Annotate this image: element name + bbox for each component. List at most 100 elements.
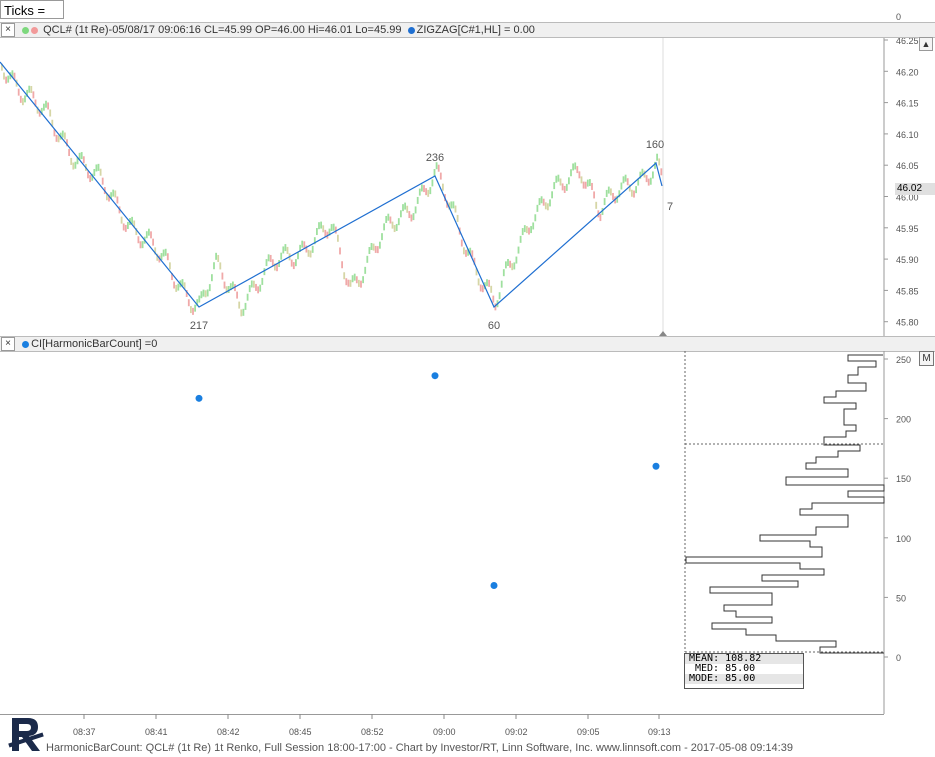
renko-bar xyxy=(603,198,606,206)
indicator-tick-label: 150 xyxy=(896,474,911,484)
price-tick-label: 46.00 xyxy=(896,193,919,203)
renko-bar xyxy=(494,303,497,311)
renko-bar xyxy=(13,72,16,80)
renko-bar xyxy=(334,226,337,234)
renko-bar xyxy=(418,188,421,196)
renko-bar xyxy=(87,171,89,179)
renko-bar xyxy=(162,249,165,257)
renko-bar xyxy=(225,286,228,294)
renko-bar xyxy=(49,109,52,117)
renko-bar xyxy=(475,268,478,276)
time-label: 09:05 xyxy=(577,727,600,737)
renko-bar xyxy=(486,279,488,287)
renko-bar xyxy=(612,192,614,200)
renko-bar xyxy=(393,225,396,233)
renko-bar xyxy=(269,254,272,262)
renko-bar xyxy=(633,190,635,198)
renko-bar xyxy=(28,85,31,93)
renko-bar xyxy=(547,203,549,211)
time-label: 08:45 xyxy=(289,727,312,737)
renko-bar xyxy=(227,286,230,294)
renko-bar xyxy=(246,293,249,301)
time-label: 09:13 xyxy=(648,727,671,737)
price-pane-title: QCL# (1t Re)-05/08/17 09:06:16 CL=45.99 … xyxy=(43,24,402,36)
renko-bar xyxy=(223,281,226,289)
renko-bar xyxy=(538,198,541,206)
indicator-pane-title: CI[HarmonicBarCount] =0 xyxy=(31,338,158,350)
indicator-points xyxy=(195,372,660,589)
close-price-pane-button[interactable]: × xyxy=(1,23,15,37)
renko-bar xyxy=(622,176,625,184)
renko-bar xyxy=(292,262,295,270)
renko-bar xyxy=(528,227,530,235)
renko-bar xyxy=(221,272,224,280)
renko-bar xyxy=(656,153,658,161)
renko-bar xyxy=(437,164,440,172)
renko-bar xyxy=(561,183,564,191)
indicator-point xyxy=(195,394,203,402)
renko-bar xyxy=(9,72,12,80)
close-indicator-pane-button[interactable]: × xyxy=(1,337,15,351)
renko-bar xyxy=(240,309,243,317)
renko-bars xyxy=(1,63,663,317)
renko-bar xyxy=(610,188,612,196)
renko-bar xyxy=(7,75,10,83)
m-button[interactable]: M xyxy=(919,351,934,366)
time-label: 08:42 xyxy=(217,727,240,737)
indicator-point xyxy=(652,462,660,470)
footer-caption: HarmonicBarCount: QCL# (1t Re) 1t Renko,… xyxy=(46,742,793,754)
renko-bar xyxy=(570,169,572,177)
renko-bar xyxy=(66,139,68,147)
renko-bar xyxy=(135,228,138,236)
renko-bar xyxy=(631,189,633,197)
renko-bar xyxy=(521,228,524,236)
renko-bar xyxy=(383,223,385,231)
renko-bar xyxy=(616,195,619,203)
renko-bar xyxy=(511,263,514,271)
renko-bar xyxy=(200,291,203,299)
renko-bar xyxy=(410,214,413,222)
renko-bar xyxy=(563,185,566,193)
renko-bar xyxy=(473,257,476,265)
renko-bar xyxy=(211,274,213,282)
price-pane-collapse-button[interactable]: ▲ xyxy=(919,37,933,51)
renko-bar xyxy=(175,284,178,292)
price-tick-label: 46.05 xyxy=(896,161,919,171)
renko-bar xyxy=(120,216,123,224)
renko-bar xyxy=(601,207,604,215)
renko-bar xyxy=(173,281,175,289)
renko-bar xyxy=(450,201,453,209)
renko-bar xyxy=(229,283,232,291)
renko-bar xyxy=(38,109,41,117)
renko-bar xyxy=(108,194,110,202)
renko-bar xyxy=(139,241,142,249)
zigzag-legend-icon xyxy=(407,26,415,34)
renko-bar xyxy=(137,236,140,244)
renko-bar xyxy=(526,226,528,234)
renko-bar xyxy=(568,177,570,185)
renko-bar xyxy=(391,221,394,229)
renko-bar xyxy=(232,281,234,289)
renko-bar xyxy=(465,249,467,257)
renko-bar xyxy=(423,185,425,193)
renko-bar xyxy=(19,95,22,103)
renko-bar xyxy=(183,282,186,290)
renko-bar xyxy=(219,262,222,270)
indicator-axis-ticks: 250 200 150 100 50 0 xyxy=(884,355,911,663)
renko-bar xyxy=(469,247,472,255)
renko-bar xyxy=(95,164,98,172)
renko-bar xyxy=(150,231,152,239)
zigzag-line xyxy=(0,61,663,308)
renko-bar xyxy=(274,263,276,271)
zigzag-label: 217 xyxy=(190,320,208,332)
renko-bar xyxy=(68,149,70,157)
stat-median: MED: 85.00 xyxy=(695,663,756,674)
renko-bar xyxy=(5,76,7,84)
price-tick-label: 46.10 xyxy=(896,130,919,140)
renko-bar xyxy=(311,245,314,253)
renko-bar xyxy=(658,158,661,166)
renko-bar xyxy=(463,247,465,255)
renko-bar xyxy=(591,182,593,190)
renko-bar xyxy=(553,182,556,190)
renko-bar xyxy=(385,215,388,223)
